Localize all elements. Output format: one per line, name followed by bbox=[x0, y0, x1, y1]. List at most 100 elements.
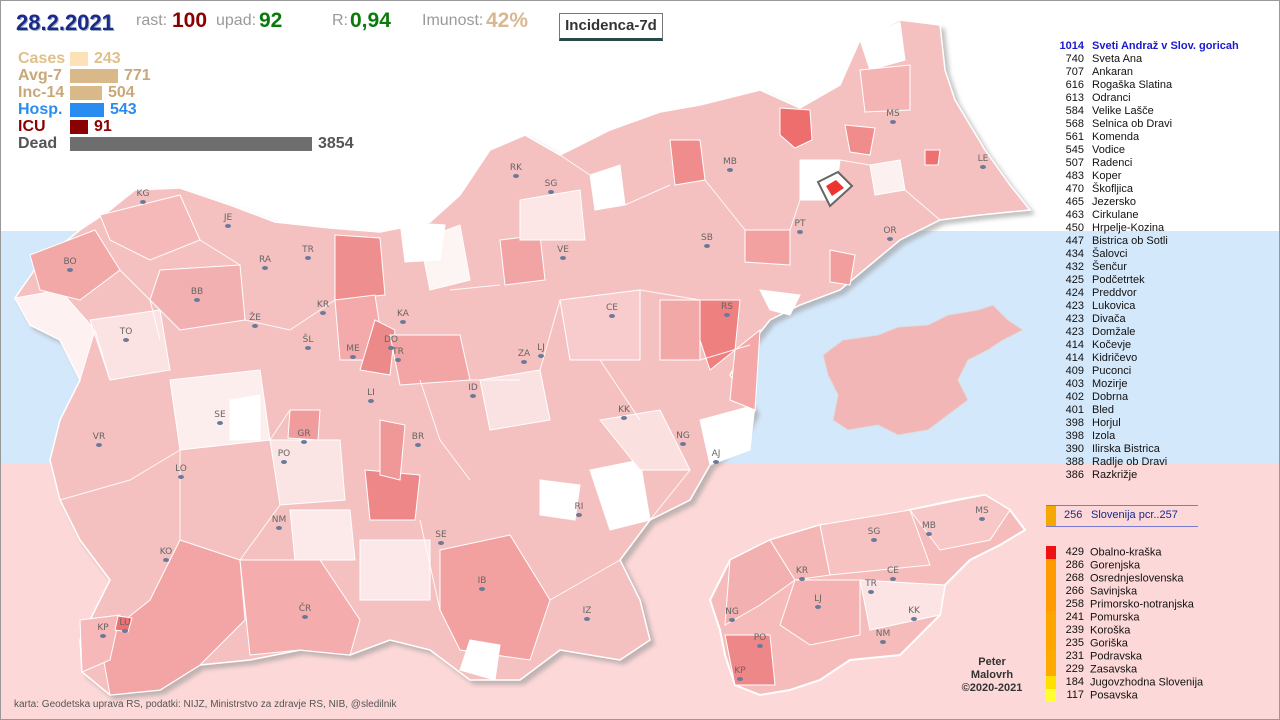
ranking-name: Sveti Andraž v Slov. goricah bbox=[1092, 40, 1239, 52]
seat-dot-icon bbox=[470, 394, 476, 398]
seat-dot-icon bbox=[252, 324, 258, 328]
seat-dot-icon bbox=[724, 313, 730, 317]
region-value: 258 bbox=[1065, 598, 1084, 611]
ranking-name: Jezersko bbox=[1092, 196, 1137, 208]
seat-dot-icon bbox=[140, 200, 146, 204]
ranking-row: 561 Komenda bbox=[1056, 131, 1139, 143]
map-label: PO bbox=[278, 449, 291, 459]
stat-bar bbox=[70, 103, 104, 117]
region-name: Obalno-kraška bbox=[1090, 546, 1162, 559]
seat-dot-icon bbox=[438, 541, 444, 545]
map-label: KP bbox=[97, 623, 109, 633]
seat-dot-icon bbox=[178, 475, 184, 479]
ranking-name: Puconci bbox=[1092, 365, 1132, 377]
source-note: karta: Geodetska uprava RS, podatki: NIJ… bbox=[14, 699, 397, 710]
seat-dot-icon bbox=[368, 399, 374, 403]
ranking-value: 423 bbox=[1065, 326, 1084, 338]
map-label: KA bbox=[397, 309, 410, 319]
seat-dot-icon bbox=[281, 460, 287, 464]
seat-dot-icon bbox=[868, 590, 874, 594]
ranking-value: 483 bbox=[1065, 170, 1084, 182]
ranking-row: 398 Izola bbox=[1056, 430, 1116, 442]
ranking-row: 390 Ilirska Bistrica bbox=[1056, 443, 1160, 455]
ranking-name: Hrpelje-Kozina bbox=[1092, 222, 1165, 234]
region-value: 268 bbox=[1065, 572, 1084, 585]
region-name: Zasavska bbox=[1090, 663, 1138, 676]
ranking-value: 507 bbox=[1065, 157, 1084, 169]
map-label: RS bbox=[721, 302, 733, 312]
map-label: NG bbox=[676, 431, 690, 441]
region-name: Osrednjeslovenska bbox=[1090, 572, 1184, 585]
rast-value: 100 bbox=[172, 9, 208, 32]
ranking-value: 403 bbox=[1065, 378, 1084, 390]
ranking-row: 423 Lukovica bbox=[1056, 300, 1136, 312]
region-swatch bbox=[1046, 637, 1056, 650]
seat-dot-icon bbox=[980, 165, 986, 169]
seat-dot-icon bbox=[560, 256, 566, 260]
seat-dot-icon bbox=[548, 190, 554, 194]
map-label: KO bbox=[160, 547, 173, 557]
region-value: 241 bbox=[1065, 611, 1084, 624]
ranking-name: Velike Lašče bbox=[1092, 105, 1154, 117]
ranking-row: 409 Puconci bbox=[1056, 365, 1132, 377]
ranking-row: 447 Bistrica ob Sotli bbox=[1056, 235, 1168, 247]
map-label: LO bbox=[175, 464, 187, 474]
ranking-value: 398 bbox=[1065, 417, 1084, 429]
ranking-row: 388 Radlje ob Dravi bbox=[1056, 456, 1168, 468]
region-label: LJ bbox=[814, 594, 822, 604]
map-label: VR bbox=[93, 432, 105, 442]
national-row: 256 Slovenija pcr..257 bbox=[1046, 505, 1198, 527]
ranking-name: Škofljica bbox=[1092, 183, 1133, 195]
seat-dot-icon bbox=[979, 517, 985, 521]
upad-label: upad: bbox=[216, 12, 257, 29]
r-label: R: bbox=[332, 12, 348, 29]
seat-dot-icon bbox=[871, 538, 877, 542]
region-name: Koroška bbox=[1090, 624, 1131, 637]
region-value: 235 bbox=[1065, 637, 1084, 650]
ranking-row: 423 Domžale bbox=[1056, 326, 1136, 338]
credit-line-1: Peter bbox=[978, 656, 1006, 668]
ranking-row: 584 Velike Lašče bbox=[1056, 105, 1154, 117]
imunost-value: 42% bbox=[486, 9, 529, 32]
region-row: 229 Zasavska bbox=[1046, 663, 1137, 676]
map-label: IB bbox=[478, 576, 487, 586]
ranking-value: 584 bbox=[1065, 105, 1084, 117]
map-label: RK bbox=[510, 163, 523, 173]
map-label: LU bbox=[119, 618, 130, 628]
ranking-row: 465 Jezersko bbox=[1056, 196, 1136, 208]
ranking-name: Preddvor bbox=[1092, 287, 1137, 299]
ranking-row: 613 Odranci bbox=[1056, 92, 1131, 104]
ranking-row: 414 Kidričevo bbox=[1056, 352, 1138, 364]
stat-value: 3854 bbox=[318, 135, 354, 152]
seat-dot-icon bbox=[538, 354, 544, 358]
map-label: BR bbox=[412, 432, 424, 442]
stat-label-inc14: Inc-14 bbox=[18, 84, 65, 101]
region-label: MB bbox=[922, 521, 936, 531]
ranking-value: 470 bbox=[1065, 183, 1084, 195]
map-label: LJ bbox=[537, 343, 545, 353]
region-label: KK bbox=[908, 606, 921, 616]
map-label: KG bbox=[137, 189, 150, 199]
seat-dot-icon bbox=[815, 605, 821, 609]
stat-bar bbox=[70, 69, 118, 83]
ranking-row: 1014 Sveti Andraž v Slov. goricah bbox=[1056, 40, 1239, 52]
ranking-name: Kočevje bbox=[1092, 339, 1132, 351]
region-swatch bbox=[1046, 585, 1056, 598]
ranking-row: 403 Mozirje bbox=[1056, 378, 1128, 390]
ranking-name: Ankaran bbox=[1092, 66, 1133, 78]
ranking-name: Rogaška Slatina bbox=[1092, 79, 1173, 91]
ranking-name: Šenčur bbox=[1092, 261, 1127, 273]
map-label: ŠL bbox=[303, 333, 314, 345]
stat-label-dead: Dead bbox=[18, 135, 58, 152]
seat-dot-icon bbox=[262, 266, 268, 270]
map-label: ZA bbox=[518, 349, 531, 359]
incidence-7d-button[interactable]: Incidenca-7d bbox=[559, 13, 663, 41]
seat-dot-icon bbox=[609, 314, 615, 318]
map-label: LI bbox=[367, 388, 375, 398]
ranking-row: 425 Podčetrtek bbox=[1056, 274, 1145, 286]
ranking-value: 390 bbox=[1065, 443, 1084, 455]
ranking-name: Cirkulane bbox=[1092, 209, 1139, 221]
map-label: OR bbox=[883, 226, 896, 236]
ranking-value: 568 bbox=[1065, 118, 1084, 130]
